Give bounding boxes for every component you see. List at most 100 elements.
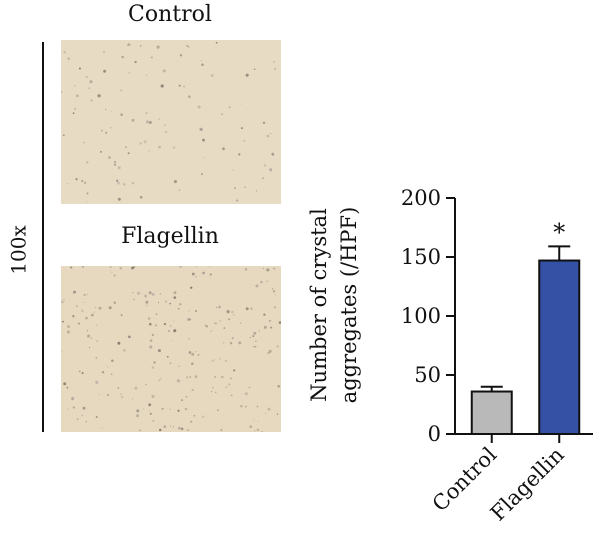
- crystal-speck: [98, 394, 100, 396]
- crystal-speck: [67, 408, 69, 410]
- crystal-speck: [245, 307, 249, 311]
- crystal-speck: [262, 121, 266, 124]
- crystal-speck: [243, 139, 246, 143]
- crystal-speck: [70, 266, 73, 269]
- crystal-speck: [191, 352, 195, 356]
- crystal-speck: [232, 169, 234, 171]
- crystal-speck: [169, 425, 172, 427]
- crystal-speck: [111, 271, 113, 273]
- crystal-speck: [185, 395, 188, 398]
- crystal-speck: [113, 301, 116, 304]
- crystal-speck: [123, 349, 126, 352]
- magnification-label: 100x: [6, 225, 31, 275]
- crystal-speck: [159, 293, 162, 295]
- crystal-speck: [85, 76, 88, 78]
- crystal-speck: [151, 333, 154, 337]
- crystal-speck: [101, 427, 103, 429]
- crystal-speck: [190, 286, 193, 289]
- crystal-speck: [158, 379, 161, 382]
- crystal-speck: [76, 418, 79, 421]
- crystal-speck: [105, 131, 108, 134]
- crystal-speck: [72, 290, 77, 294]
- crystal-speck: [233, 369, 236, 372]
- crystal-speck: [136, 409, 140, 413]
- crystal-speck: [110, 127, 112, 129]
- crystal-speck: [169, 302, 171, 305]
- crystal-speck: [255, 284, 259, 288]
- crystal-speck: [131, 118, 135, 122]
- crystal-speck: [272, 288, 274, 290]
- crystal-speck: [165, 300, 167, 303]
- crystal-speck: [61, 300, 64, 304]
- crystal-speck: [254, 345, 257, 348]
- crystal-speck: [72, 112, 75, 115]
- crystal-speck: [228, 318, 231, 321]
- crystal-speck: [183, 85, 185, 88]
- crystal-speck: [63, 382, 67, 386]
- crystal-speck: [170, 340, 172, 342]
- crystal-speck: [74, 85, 76, 87]
- crystal-speck: [107, 366, 109, 368]
- crystal-speck: [165, 131, 167, 133]
- crystal-speck: [256, 405, 259, 408]
- crystal-speck: [87, 334, 91, 338]
- crystal-speck: [103, 51, 105, 53]
- crystal-speck: [114, 160, 116, 163]
- crystal-speck: [210, 390, 213, 393]
- crystal-speck: [195, 350, 197, 353]
- crystal-speck: [127, 44, 129, 46]
- crystal-speck: [214, 376, 216, 378]
- crystal-speck: [67, 57, 70, 60]
- crystal-speck: [83, 301, 85, 303]
- crystal-speck: [173, 296, 177, 299]
- crystal-speck: [277, 384, 281, 388]
- crystal-speck: [219, 319, 222, 322]
- crystal-speck: [193, 415, 196, 417]
- crystal-speck: [267, 352, 270, 355]
- crystal-speck: [271, 152, 275, 156]
- crystal-speck: [256, 190, 258, 192]
- crystal-speck: [254, 430, 256, 432]
- crystal-speck: [188, 351, 192, 354]
- crystal-speck: [139, 142, 142, 145]
- crystal-speck: [86, 330, 89, 332]
- crystal-speck: [106, 394, 109, 396]
- crystal-speck: [137, 291, 141, 295]
- crystal-speck: [148, 121, 152, 124]
- crystal-speck: [89, 347, 91, 349]
- crystal-speck: [100, 150, 102, 153]
- crystal-speck: [211, 359, 214, 362]
- crystal-speck: [132, 298, 135, 301]
- crystal-speck: [169, 362, 172, 365]
- crystal-speck: [177, 307, 180, 310]
- crystal-speck: [231, 336, 234, 340]
- crystal-speck: [114, 161, 116, 164]
- crystal-speck: [160, 378, 162, 380]
- crystal-speck: [273, 61, 275, 63]
- flagellin-micrograph: [61, 266, 281, 432]
- crystal-speck: [253, 419, 255, 422]
- crystal-speck: [187, 45, 190, 48]
- crystal-speck: [128, 72, 131, 74]
- crystal-speck: [253, 345, 256, 348]
- crystal-speck: [145, 120, 150, 124]
- x-tick-label: Flagellin: [486, 443, 569, 526]
- crystal-speck: [202, 138, 205, 142]
- crystal-speck: [93, 311, 95, 313]
- crystal-speck: [127, 43, 131, 46]
- crystal-speck: [140, 45, 142, 47]
- crystal-speck: [269, 320, 271, 322]
- crystal-speck: [85, 316, 88, 320]
- crystal-speck: [257, 420, 259, 422]
- crystal-speck: [177, 409, 180, 412]
- crystal-speck: [234, 187, 236, 190]
- crystal-speck: [218, 305, 221, 309]
- crystal-speck: [253, 68, 256, 71]
- crystal-speck: [120, 113, 123, 116]
- crystal-speck: [245, 73, 249, 77]
- crystal-speck: [215, 391, 217, 394]
- crystal-speck: [189, 376, 192, 378]
- crystal-speck: [127, 152, 130, 155]
- crystal-speck: [75, 305, 78, 308]
- crystal-speck: [148, 410, 150, 412]
